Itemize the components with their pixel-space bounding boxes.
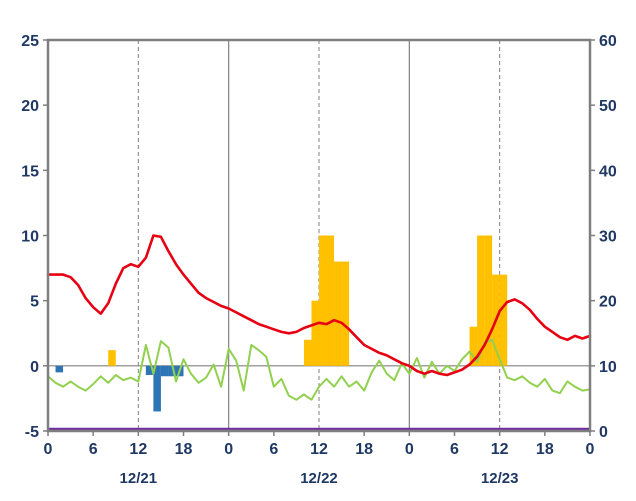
right-tick-label: 20 — [599, 294, 617, 311]
orange-bars-bar — [341, 261, 350, 366]
left-tick-label: 0 — [30, 359, 39, 376]
orange-bars-bar — [311, 300, 319, 366]
hour-label: 12 — [129, 441, 147, 458]
hour-label: 18 — [536, 441, 554, 458]
left-tick-label: -5 — [25, 424, 39, 441]
red-line — [46, 234, 592, 377]
orange-bars-bar — [334, 261, 342, 366]
blue-bars-bar — [145, 365, 154, 375]
right-tick-label: 0 — [599, 424, 608, 441]
blue-bars-bar — [160, 365, 169, 377]
left-tick-label: 20 — [21, 98, 39, 115]
blue-bars-bar — [55, 365, 64, 373]
date-label: 12/23 — [481, 470, 519, 487]
orange-bars-bar — [326, 235, 335, 366]
right-tick-label: 30 — [599, 229, 617, 246]
left-tick-label: 25 — [21, 33, 39, 50]
hour-label: 18 — [355, 441, 373, 458]
right-tick-label: 40 — [599, 163, 617, 180]
right-tick-label: 60 — [599, 33, 617, 50]
orange-bars-bar — [469, 326, 478, 366]
orange-bars-bar — [499, 274, 508, 366]
hour-label: 0 — [44, 441, 53, 458]
hour-label: 6 — [269, 441, 278, 458]
orange-bars-bar — [319, 235, 327, 366]
left-tick-label: 5 — [30, 294, 39, 311]
blue-bars-bar — [153, 365, 161, 412]
hour-label: 0 — [224, 441, 233, 458]
orange-bars-bar — [108, 350, 116, 366]
date-label: 12/21 — [120, 470, 158, 487]
orange-bars-bar — [484, 235, 493, 366]
hour-label: 12 — [491, 441, 509, 458]
hour-label: 0 — [405, 441, 414, 458]
blue-bars-bar — [168, 365, 176, 377]
hour-label: 6 — [450, 441, 459, 458]
hour-label: 6 — [89, 441, 98, 458]
right-tick-label: 10 — [599, 359, 617, 376]
right-tick-label: 50 — [599, 98, 617, 115]
left-tick-label: 15 — [21, 163, 39, 180]
orange-bars-bar — [477, 235, 485, 366]
left-tick-label: 10 — [21, 229, 39, 246]
orange-bars-bar — [303, 339, 312, 366]
hour-label: 12 — [310, 441, 328, 458]
date-label: 12/22 — [300, 470, 338, 487]
hour-label: 0 — [586, 441, 595, 458]
green-line — [47, 338, 591, 401]
hour-label: 18 — [175, 441, 193, 458]
